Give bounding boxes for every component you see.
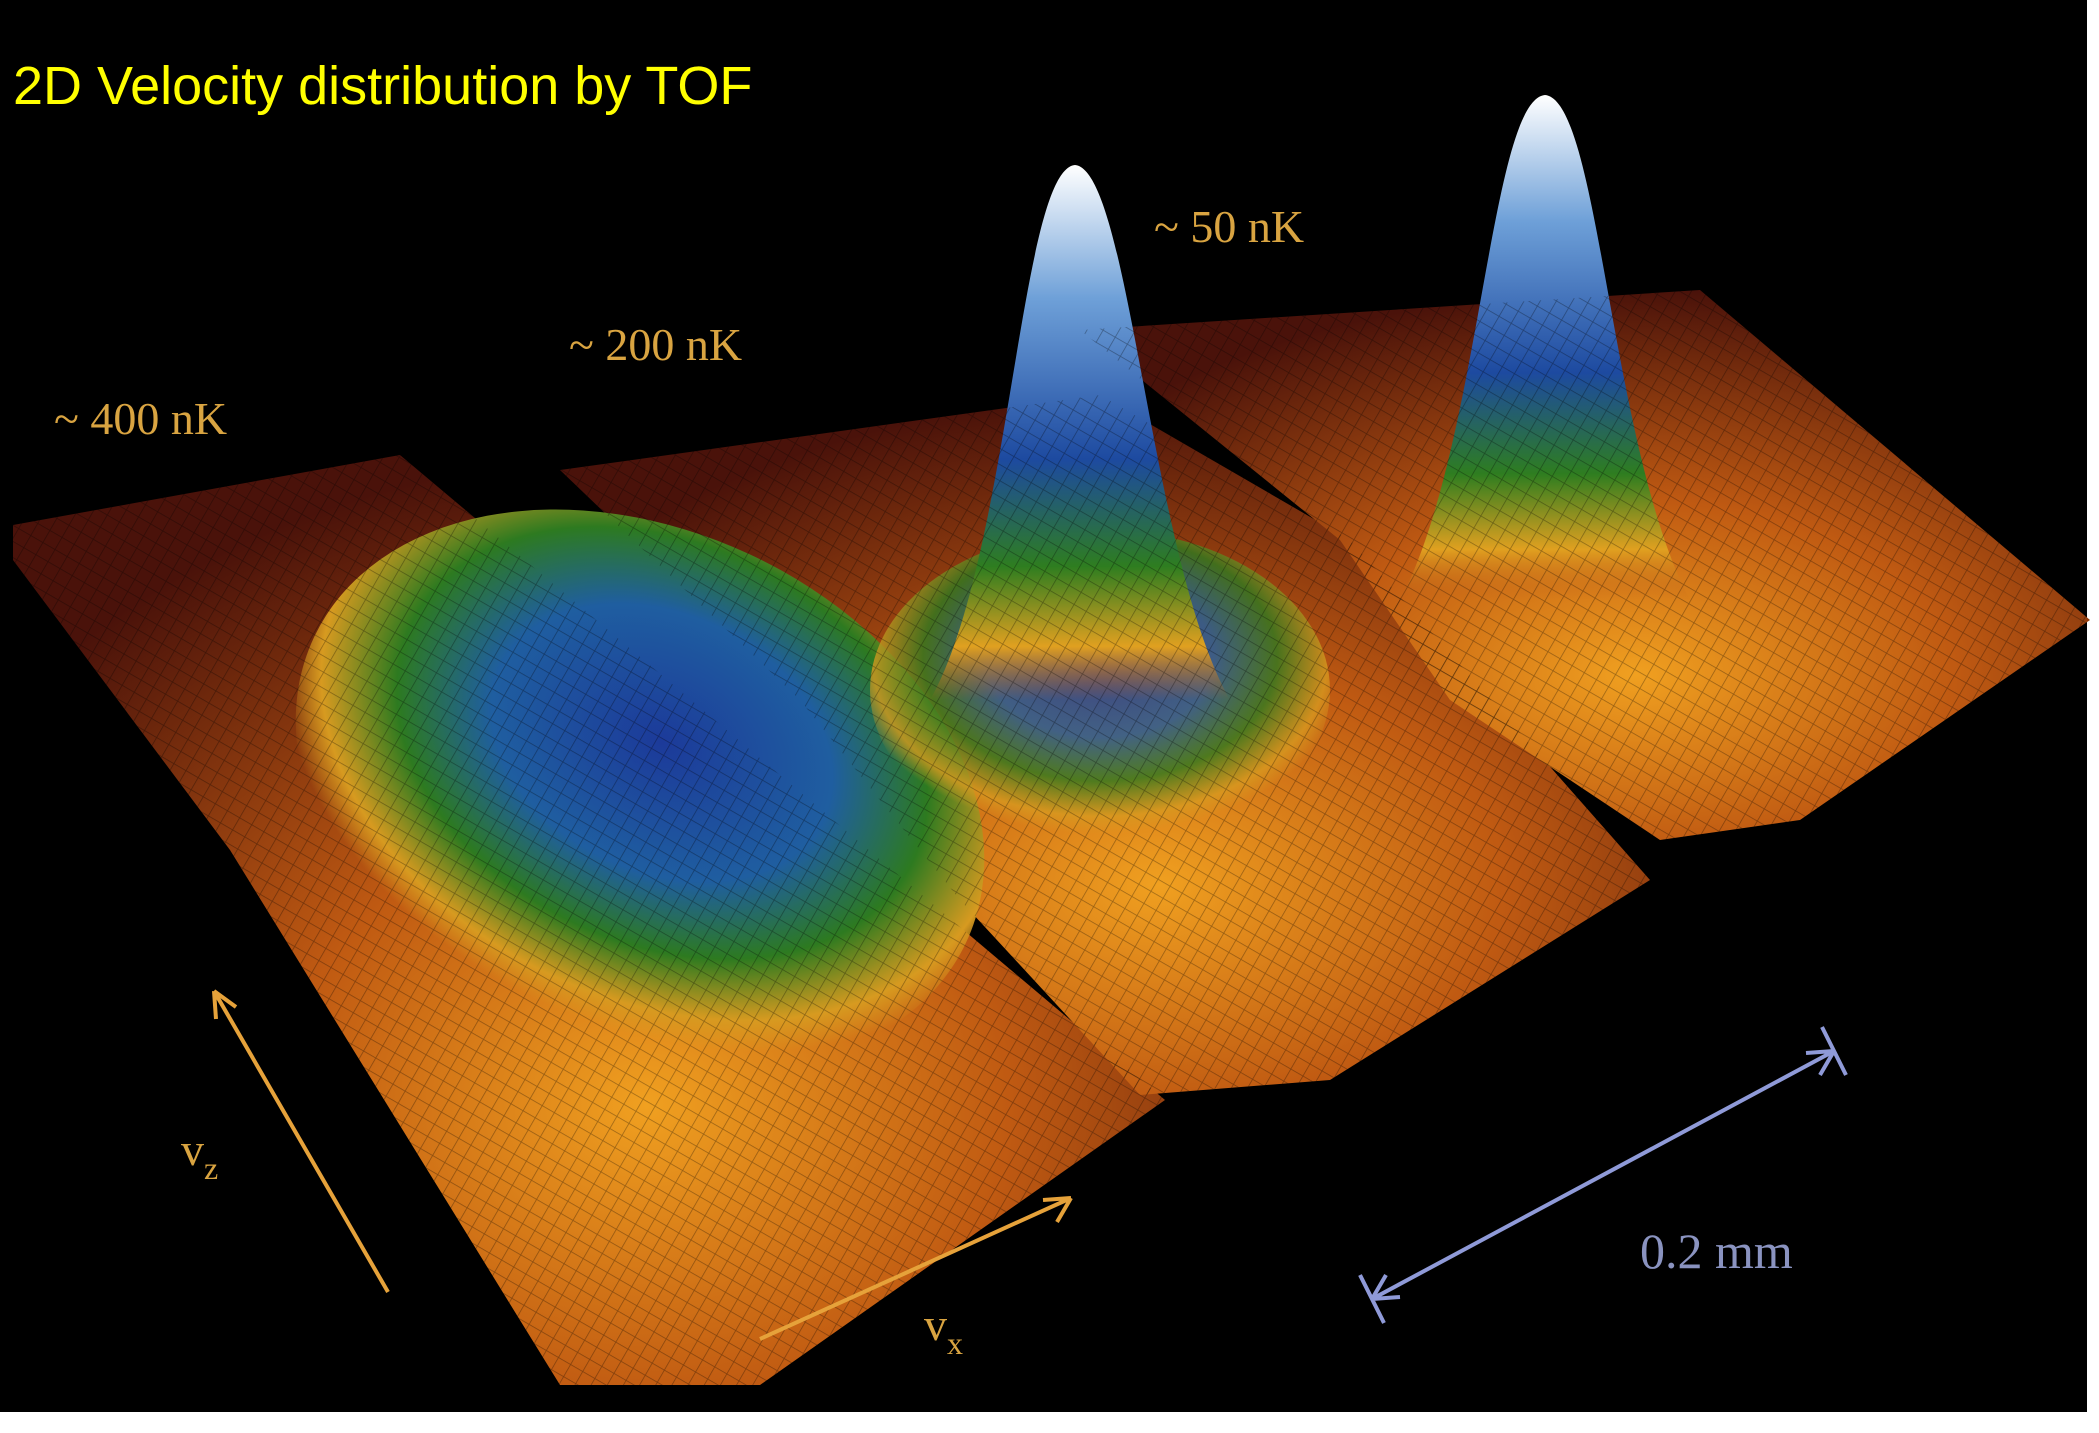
axis-symbol: v: [181, 1124, 204, 1175]
page: 2D Velocity distribution by TOF ~ 400 nK…: [0, 0, 2099, 1433]
temperature-label: ~ 400 nK: [54, 393, 227, 444]
image: 2D Velocity distribution by TOF ~ 400 nK…: [0, 0, 2099, 1433]
axis-symbol: v: [924, 1299, 947, 1350]
temperature-label: ~ 50 nK: [1154, 201, 1304, 252]
scale-label: 0.2 mm: [1640, 1223, 1793, 1279]
temperature-label: ~ 200 nK: [569, 319, 742, 370]
axis-subscript: z: [204, 1150, 218, 1186]
axis-subscript: x: [947, 1325, 963, 1361]
title: 2D Velocity distribution by TOF: [13, 56, 752, 116]
